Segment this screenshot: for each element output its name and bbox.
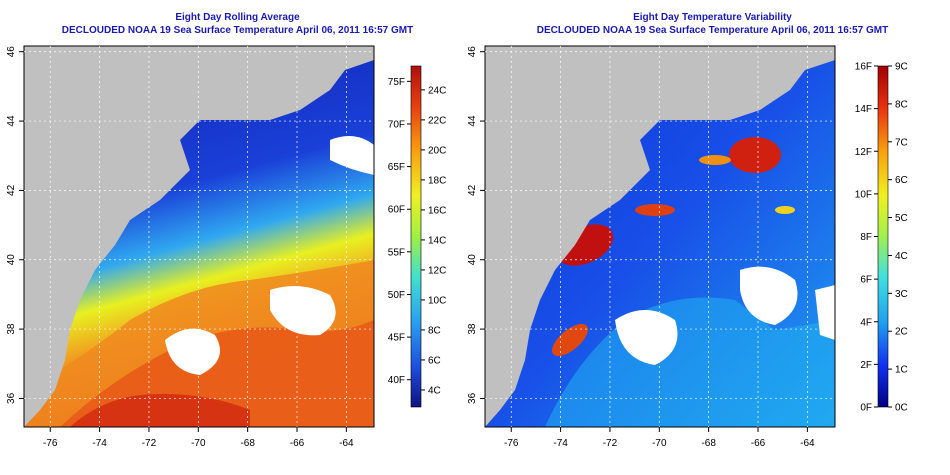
colorbar-label: 10F: [855, 189, 872, 200]
panel-subtitle: DECLOUDED NOAA 19 Sea Surface Temperatur…: [61, 25, 414, 36]
y-tick-label: 40: [467, 254, 478, 266]
land-mass: [485, 46, 835, 427]
y-tick-label: 44: [6, 115, 17, 127]
colorbar-label: 75F: [388, 77, 405, 88]
x-tick-label: -66: [290, 438, 305, 449]
colorbar-label: 7C: [895, 137, 908, 148]
land-mass: [24, 46, 374, 427]
y-tick-label: 42: [467, 184, 478, 196]
x-axis-ticks: -76 -74 -72 -70 -68 -66 -64: [504, 427, 815, 449]
colorbar-label: 8C: [428, 325, 441, 336]
y-tick-label: 44: [467, 115, 478, 127]
colorbar-label: 10C: [428, 295, 446, 306]
lat-lon-grid: [24, 46, 374, 427]
colorbar-left-labels: 0F 2F 4F 6F 8F 10F 12F 14F 16F: [855, 62, 878, 414]
x-tick-label: -64: [339, 438, 354, 449]
x-tick-label: -70: [191, 438, 206, 449]
colorbar-label: 8F: [860, 232, 872, 243]
colorbar-label: 4F: [860, 317, 872, 328]
y-tick-label: 46: [467, 46, 478, 58]
sst-variability-map: -76 -74 -72 -70 -68 -66 -64 36 38 40 42 44 46 0F 2F 4…: [467, 45, 908, 449]
colorbar-label: 6F: [860, 275, 872, 286]
x-tick-label: -74: [92, 438, 107, 449]
colorbar-label: 22C: [428, 115, 446, 126]
panel-subtitle: DECLOUDED NOAA 19 Sea Surface Temperatur…: [536, 25, 889, 36]
colorbar-label: 12F: [855, 147, 872, 158]
y-tick-label: 38: [6, 323, 17, 335]
colorbar-label: 18C: [428, 175, 446, 186]
colorbar-label: 5C: [895, 213, 908, 224]
map-frame: [484, 45, 836, 428]
y-tick-label: 36: [467, 392, 478, 404]
panel-title: Eight Day Rolling Average: [175, 12, 300, 23]
y-tick-label: 36: [6, 392, 17, 404]
colorbar: [410, 65, 422, 408]
colorbar-label: 8C: [895, 99, 908, 110]
x-tick-label: -76: [43, 438, 58, 449]
colorbar-label: 2C: [895, 327, 908, 338]
y-tick-label: 38: [467, 323, 478, 335]
colorbar: [877, 65, 889, 408]
y-axis-ticks: 36 38 40 42 44 46: [467, 46, 485, 404]
y-axis-ticks: 36 38 40 42 44 46: [6, 46, 24, 404]
colorbar-label: 4C: [428, 385, 441, 396]
colorbar-label: 14C: [428, 235, 446, 246]
colorbar-label: 65F: [388, 162, 405, 173]
colorbar-label: 45F: [388, 333, 405, 344]
y-tick-label: 46: [6, 46, 17, 58]
colorbar-label: 70F: [388, 119, 405, 130]
x-tick-label: -68: [701, 438, 716, 449]
colorbar-label: 2F: [860, 360, 872, 371]
sst-average-map: -76 -74 -72 -70 -68 -66 -64 36 38 40 42 44 46 40F 45…: [6, 45, 446, 449]
colorbar-label: 6C: [428, 355, 441, 366]
colorbar-label: 20C: [428, 145, 446, 156]
colorbar-label: 55F: [388, 247, 405, 258]
x-tick-label: -76: [504, 438, 519, 449]
colorbar-right-labels: 4C 6C 8C 10C 12C 14C 16C 18C 20C 22C 24C: [421, 85, 446, 396]
x-axis-ticks: -76 -74 -72 -70 -68 -66 -64: [43, 427, 354, 449]
colorbar-label: 50F: [388, 290, 405, 301]
colorbar-label: 60F: [388, 205, 405, 216]
lat-lon-grid: [485, 46, 835, 427]
y-tick-label: 42: [6, 184, 17, 196]
colorbar-label: 0C: [895, 403, 908, 414]
x-tick-label: -70: [652, 438, 667, 449]
sst-variability-panel: Eight Day Temperature Variability DECLOU…: [467, 0, 950, 475]
colorbar-label: 14F: [855, 104, 872, 115]
panel-title: Eight Day Temperature Variability: [633, 12, 792, 23]
x-tick-label: -66: [751, 438, 766, 449]
colorbar-right-labels: 0C 1C 2C 3C 4C 5C 6C 7C 8C 9C: [888, 62, 908, 414]
colorbar-left-labels: 40F 45F 50F 55F 60F 65F 70F 75F: [388, 77, 411, 386]
colorbar-label: 1C: [895, 365, 908, 376]
x-tick-label: -68: [240, 438, 255, 449]
map-frame: [23, 45, 375, 428]
colorbar-label: 3C: [895, 289, 908, 300]
colorbar-label: 16F: [855, 62, 872, 73]
colorbar-label: 6C: [895, 175, 908, 186]
colorbar-label: 0F: [860, 403, 872, 414]
colorbar-label: 9C: [895, 62, 908, 73]
y-tick-label: 40: [6, 254, 17, 266]
x-tick-label: -72: [603, 438, 618, 449]
x-tick-label: -72: [142, 438, 157, 449]
x-tick-label: -74: [553, 438, 568, 449]
colorbar-label: 16C: [428, 205, 446, 216]
colorbar-label: 12C: [428, 265, 446, 276]
colorbar-label: 40F: [388, 375, 405, 386]
colorbar-label: 4C: [895, 251, 908, 262]
sst-average-panel: Eight Day Rolling Average DECLOUDED NOAA…: [6, 12, 446, 449]
x-tick-label: -64: [800, 438, 815, 449]
colorbar-label: 24C: [428, 85, 446, 96]
